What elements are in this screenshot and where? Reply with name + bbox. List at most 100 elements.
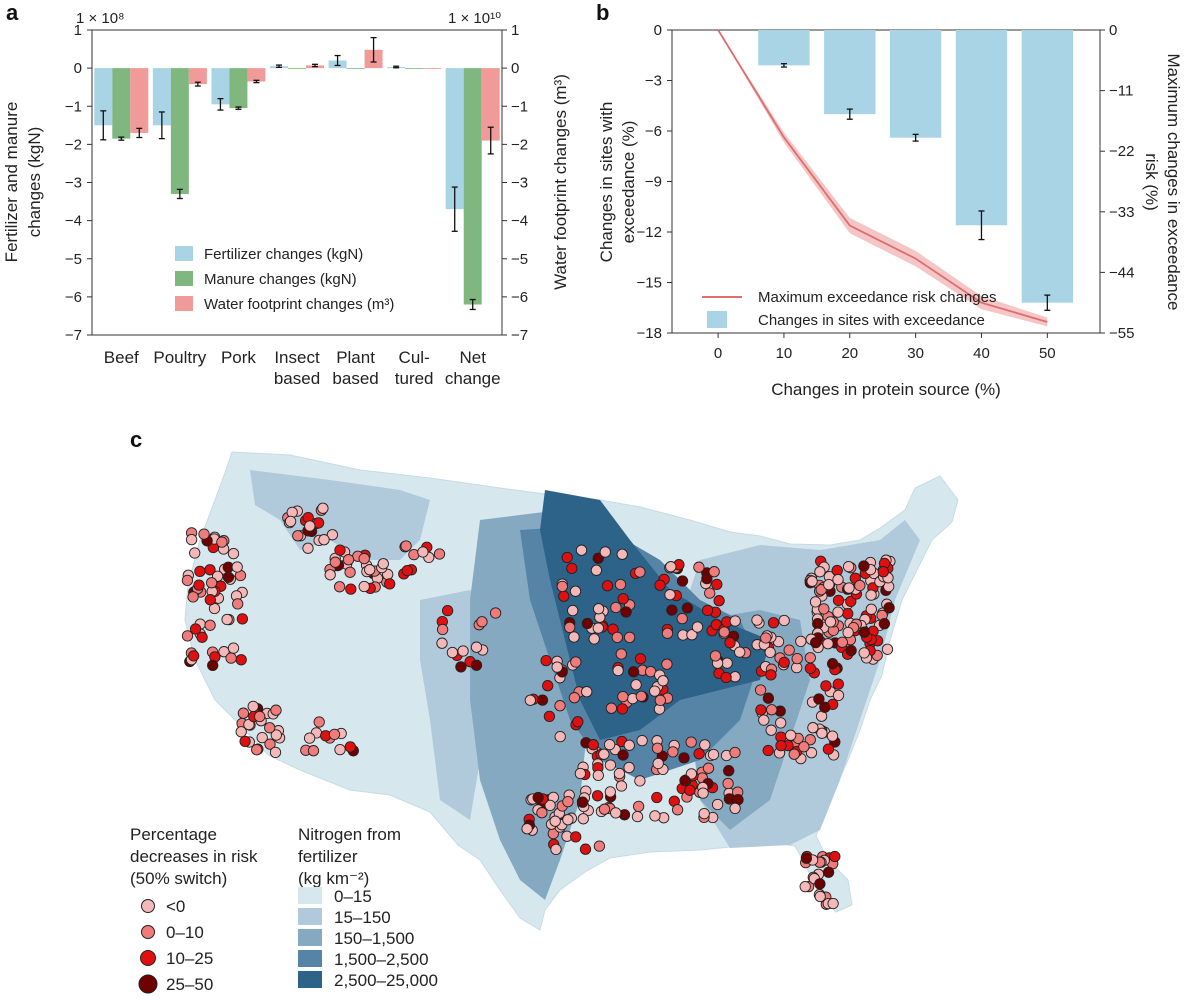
site-point [691,621,704,633]
site-point [567,604,579,617]
site-point [604,786,616,798]
site-point [592,552,604,564]
nitrogen-legend-label: 1,500–2,500 [334,950,429,969]
left-tick-label: −5 [65,251,82,268]
site-point [729,615,741,627]
risk-legend-label: <0 [166,897,185,916]
site-point [614,578,627,591]
panel-b: b 0 −3 −6 −9 −12 −15 −18 0 −11 −22 −33 −44 −55 0 10 2… [596,0,1183,399]
site-point [231,561,243,573]
site-point [832,678,844,690]
left-y-ticks-b: 0 −3 −6 −9 −12 −15 −18 [637,22,672,342]
site-point [627,666,640,678]
risk-legend-marker [138,974,158,994]
site-point [765,724,777,736]
site-point [734,646,746,658]
site-point [536,807,548,819]
site-point [610,807,622,819]
site-point [543,710,556,723]
site-point [630,679,642,691]
category-label: Beef [104,348,139,367]
nitrogen-legend-label: 0–15 [334,887,372,906]
site-point [318,534,330,546]
site-point [284,515,297,528]
site-point [804,662,817,675]
site-point [661,658,673,670]
site-point [264,722,276,734]
site-point [827,897,839,910]
panel-c: c Percentage decreases in risk (50% swit… [130,427,959,994]
site-point [814,890,826,903]
site-point [832,606,844,618]
site-point [441,604,454,617]
site-point [592,622,604,634]
site-point [227,547,240,560]
y-axis-label-b-line-1: Changes in sites with [597,102,616,263]
site-point [550,843,562,856]
site-point [521,823,533,835]
nitrogen-legend-swatch [298,971,322,988]
site-point [324,569,336,581]
legend-swatch [175,296,193,311]
site-point [755,704,767,716]
left-tick-label: −9 [645,174,662,191]
site-point [576,796,589,808]
category-label: tured [395,369,434,388]
site-point [304,520,316,532]
site-point [303,732,316,744]
risk-legend-marker [141,899,155,913]
left-tick-label: −18 [637,325,662,342]
site-point [649,810,661,822]
site-point [264,738,276,750]
site-point [558,590,570,602]
site-point [634,653,647,665]
site-point [570,831,582,843]
y-axis-label-b-line-2: exceedance (%) [619,121,638,244]
site-point [667,746,679,758]
site-point [718,626,730,638]
site-point [783,644,795,656]
site-point [805,747,818,759]
nitrogen-legend-title-line-2: fertilizer [298,847,358,866]
bar [955,30,1008,226]
site-point [470,641,483,653]
site-point [832,594,845,607]
category-label: Plant [336,348,375,367]
site-points [181,502,896,910]
site-point [564,621,576,634]
category-labels: Beef Poultry Pork Insect based Plant based Cul-… [104,348,501,388]
legend-label: Fertilizer changes (kgN) [204,246,363,263]
panel-b-letter: b [596,0,609,25]
site-point [601,580,614,592]
bar [445,68,464,210]
right-tick-label: −7 [511,327,528,344]
site-point [222,571,235,583]
site-point [709,650,722,662]
site-point [617,593,629,605]
site-point [713,595,725,607]
site-point [881,643,894,655]
right-y-ticks: 1 0 −1 −2 −3 −4 −5 −6 −7 [502,22,528,344]
nitrogen-legend-swatch [298,887,322,904]
category-label: Pork [221,348,256,367]
site-point [436,637,448,649]
site-point [377,558,389,570]
legend-swatch [175,271,193,286]
right-tick-label: −2 [511,136,528,153]
site-point [556,580,568,593]
site-point [239,735,251,748]
risk-legend-label: 0–10 [166,923,204,942]
site-point [721,657,733,669]
site-point [836,636,848,648]
site-point [822,866,835,878]
site-point [566,562,578,575]
site-point [400,540,412,552]
left-tick-label: 1 [74,22,82,39]
legend-swatch [175,246,193,261]
site-point [221,613,233,626]
site-point [701,572,713,585]
left-tick-label: −6 [65,289,82,306]
site-point [247,700,259,713]
legend: Fertilizer changes (kgN) Manure changes (… [175,246,394,313]
